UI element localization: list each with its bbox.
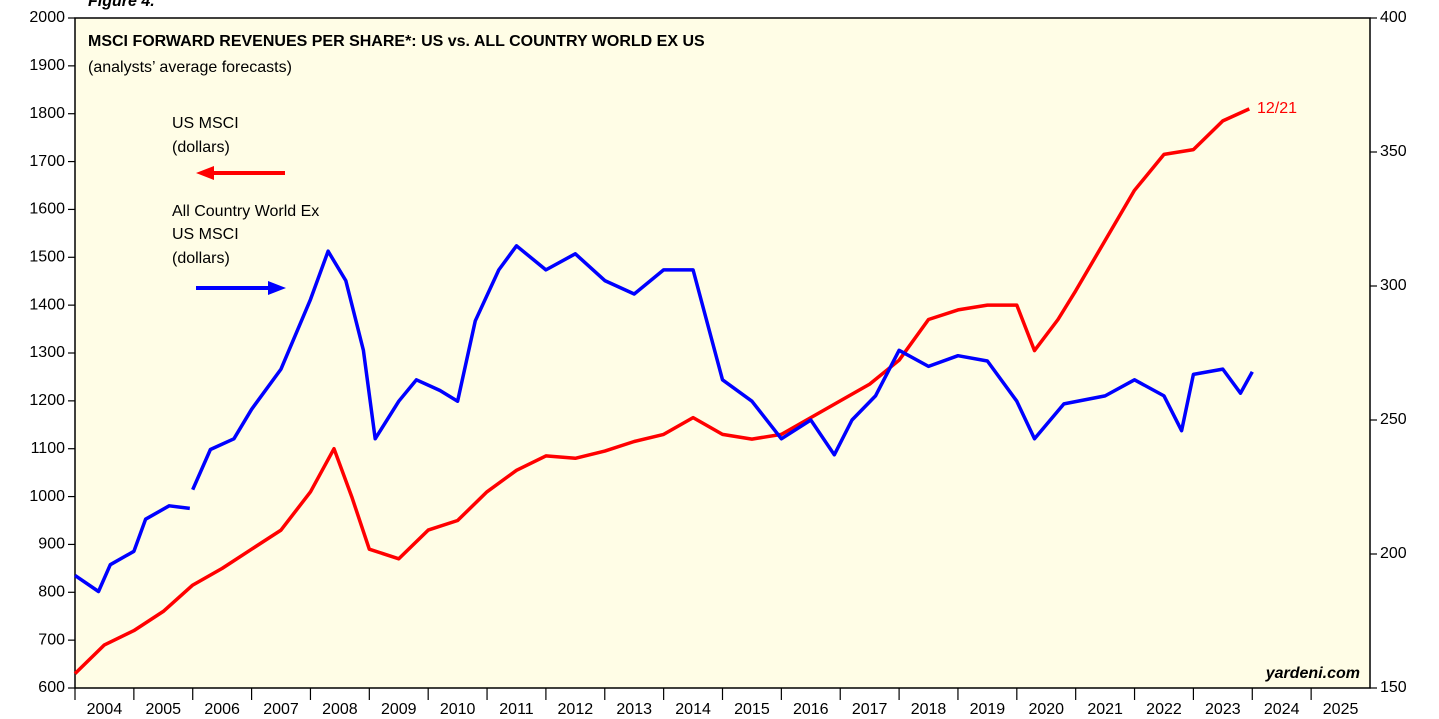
- y-tick-label: 1600: [29, 201, 65, 218]
- y-tick-label: 1800: [29, 105, 65, 122]
- x-tick-label: 2019: [970, 701, 1006, 718]
- x-tick-label: 2011: [499, 701, 534, 718]
- source-label: yardeni.com: [1265, 665, 1360, 682]
- y2-tick-label: 150: [1380, 679, 1407, 696]
- x-tick-label: 2009: [381, 701, 417, 718]
- chart-title: MSCI FORWARD REVENUES PER SHARE*: US vs.…: [88, 33, 705, 50]
- x-tick-label: 2015: [734, 701, 770, 718]
- y2-tick-label: 250: [1380, 411, 1407, 428]
- y2-tick-label: 300: [1380, 277, 1407, 294]
- series-line: [74, 244, 1254, 594]
- x-tick-label: 2013: [616, 701, 652, 718]
- legend-label: US MSCI: [172, 115, 239, 132]
- y-tick-label: 1100: [31, 440, 66, 457]
- legend-arrowhead: [268, 281, 286, 295]
- y2-tick-label: 350: [1380, 143, 1407, 160]
- y-tick-label: 1500: [29, 249, 65, 266]
- x-tick-label: 2025: [1323, 701, 1359, 718]
- legend-arrowhead: [196, 166, 214, 180]
- y-tick-label: 1900: [29, 57, 65, 74]
- y-tick-label: 700: [38, 631, 65, 648]
- plot-area: [74, 17, 1371, 689]
- x-tick-label: 2024: [1264, 701, 1300, 718]
- y-tick-label: 2000: [29, 9, 65, 26]
- x-tick-label: 2018: [911, 701, 947, 718]
- y-tick-label: 1400: [29, 296, 65, 313]
- y-tick-label: 800: [38, 584, 65, 601]
- x-tick-label: 2021: [1087, 701, 1123, 718]
- x-tick-label: 2022: [1146, 701, 1182, 718]
- y-tick-label: 1200: [29, 392, 65, 409]
- y-tick-label: 900: [38, 536, 65, 553]
- y-tick-label: 1000: [29, 488, 65, 505]
- y-tick-label: 1700: [29, 153, 65, 170]
- y-tick-label: 1300: [29, 344, 65, 361]
- x-tick-label: 2006: [204, 701, 240, 718]
- legend-label: (dollars): [172, 250, 230, 267]
- chart-subtitle: (analysts’ average forecasts): [88, 59, 292, 76]
- end-date-label: 12/21: [1257, 100, 1297, 117]
- legend-label: (dollars): [172, 139, 230, 156]
- legend-label: US MSCI: [172, 226, 239, 243]
- series-line: [73, 107, 1251, 675]
- x-tick-label: 2004: [87, 701, 123, 718]
- y2-tick-label: 400: [1380, 9, 1407, 26]
- x-tick-label: 2017: [852, 701, 888, 718]
- x-tick-label: 2010: [440, 701, 476, 718]
- y-tick-label: 600: [38, 679, 65, 696]
- y2-tick-label: 200: [1380, 545, 1407, 562]
- x-tick-label: 2014: [675, 701, 711, 718]
- x-tick-label: 2023: [1205, 701, 1241, 718]
- figure-header: Figure 4.: [88, 0, 155, 10]
- x-tick-label: 2016: [793, 701, 829, 718]
- x-tick-label: 2012: [558, 701, 594, 718]
- x-tick-label: 2020: [1028, 701, 1064, 718]
- x-tick-label: 2007: [263, 701, 299, 718]
- x-tick-label: 2005: [145, 701, 181, 718]
- legend-label: All Country World Ex: [172, 203, 319, 220]
- x-tick-label: 2008: [322, 701, 358, 718]
